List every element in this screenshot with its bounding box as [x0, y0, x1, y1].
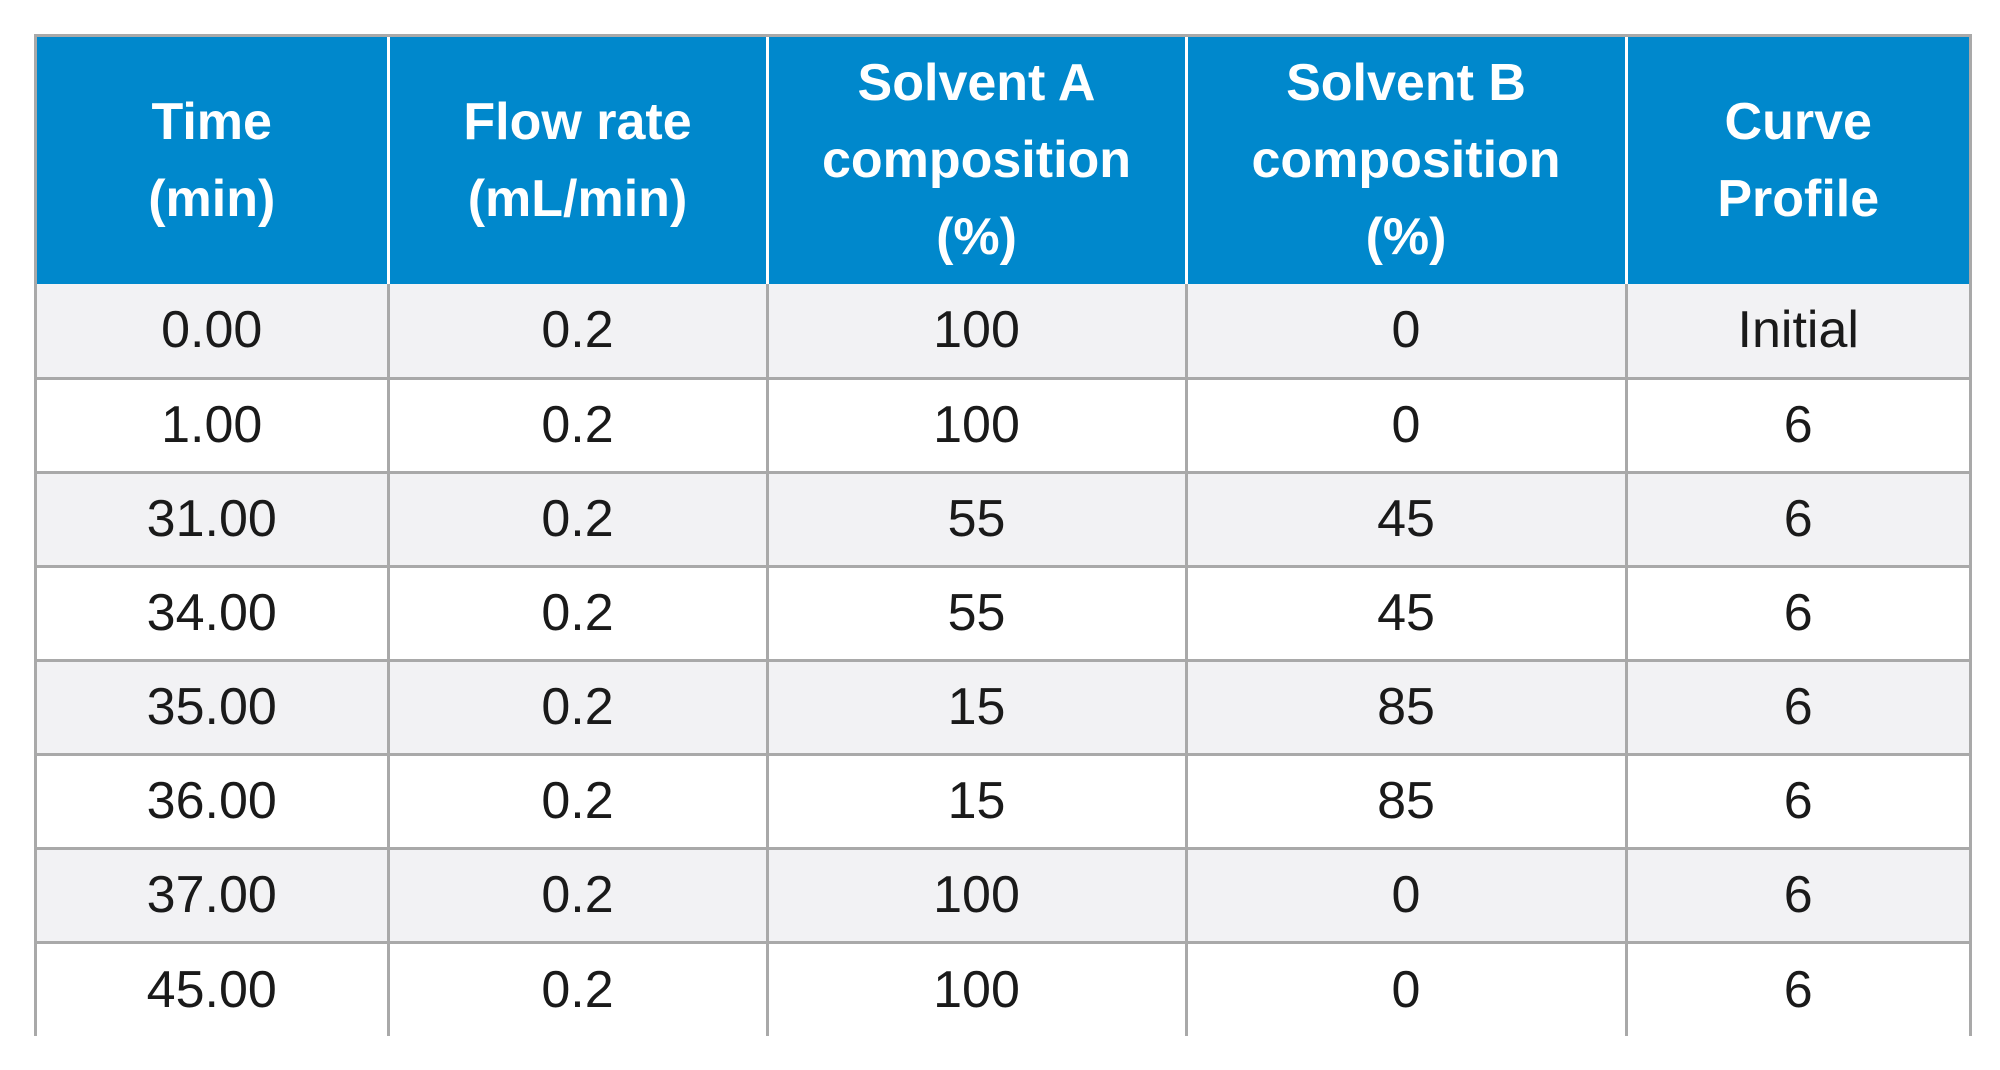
cell-solvent-a: 100 [765, 376, 1186, 472]
cell-flow-rate: 0.2 [386, 564, 767, 660]
table-header: Time (min) Flow rate (mL/min) Solvent A … [37, 37, 1969, 284]
table-row: 37.00 0.2 100 0 6 [37, 846, 1969, 942]
header-solvent-a-line-2: composition [821, 131, 1132, 189]
cell-time: 37.00 [37, 846, 388, 942]
cell-solvent-b: 0 [1184, 940, 1626, 1036]
cell-time: 31.00 [37, 470, 388, 566]
cell-time: 35.00 [37, 658, 388, 754]
cell-flow-rate: 0.2 [386, 284, 767, 378]
cell-solvent-b: 85 [1184, 752, 1626, 848]
header-solvent-b-line-3: (%) [1365, 208, 1447, 266]
cell-flow-rate: 0.2 [386, 376, 767, 472]
cell-solvent-a: 100 [765, 940, 1186, 1036]
header-flow-rate-line-1: Flow rate [463, 92, 692, 151]
header-flow-rate: Flow rate (mL/min) [386, 37, 767, 284]
header-time: Time (min) [37, 37, 388, 284]
cell-curve-profile: Initial [1624, 284, 1969, 378]
table-row: 45.00 0.2 100 0 6 [37, 940, 1969, 1036]
header-solvent-b-line-1: Solvent B [1286, 54, 1526, 112]
table-row: 31.00 0.2 55 45 6 [37, 470, 1969, 566]
cell-solvent-a: 15 [765, 752, 1186, 848]
header-curve-profile: Curve Profile [1624, 37, 1969, 284]
cell-curve-profile: 6 [1624, 658, 1969, 754]
cell-flow-rate: 0.2 [386, 846, 767, 942]
table-row: 35.00 0.2 15 85 6 [37, 658, 1969, 754]
cell-curve-profile: 6 [1624, 564, 1969, 660]
cell-flow-rate: 0.2 [386, 940, 767, 1036]
header-row: Time (min) Flow rate (mL/min) Solvent A … [37, 37, 1969, 284]
cell-solvent-b: 45 [1184, 564, 1626, 660]
header-time-line-2: (min) [148, 169, 276, 228]
header-solvent-a-line-1: Solvent A [857, 54, 1096, 112]
header-solvent-a: Solvent A composition (%) [765, 37, 1186, 284]
header-solvent-b: Solvent B composition (%) [1184, 37, 1626, 284]
header-curve-profile-line-2: Profile [1717, 169, 1880, 228]
cell-flow-rate: 0.2 [386, 470, 767, 566]
cell-solvent-a: 55 [765, 564, 1186, 660]
header-solvent-a-line-3: (%) [936, 208, 1017, 266]
gradient-table: Time (min) Flow rate (mL/min) Solvent A … [37, 37, 1969, 1036]
table-body: 0.00 0.2 100 0 Initial 1.00 0.2 100 0 6 … [37, 284, 1969, 1036]
cell-curve-profile: 6 [1624, 846, 1969, 942]
header-solvent-b-line-2: composition [1251, 131, 1561, 189]
table-row: 1.00 0.2 100 0 6 [37, 376, 1969, 472]
cell-time: 36.00 [37, 752, 388, 848]
cell-solvent-a: 55 [765, 470, 1186, 566]
cell-solvent-b: 0 [1184, 846, 1626, 942]
header-curve-profile-line-1: Curve [1724, 92, 1872, 151]
cell-solvent-b: 85 [1184, 658, 1626, 754]
cell-solvent-b: 0 [1184, 376, 1626, 472]
cell-flow-rate: 0.2 [386, 752, 767, 848]
cell-curve-profile: 6 [1624, 376, 1969, 472]
cell-solvent-a: 100 [765, 846, 1186, 942]
cell-curve-profile: 6 [1624, 470, 1969, 566]
cell-curve-profile: 6 [1624, 940, 1969, 1036]
cell-solvent-a: 15 [765, 658, 1186, 754]
cell-time: 0.00 [37, 284, 388, 378]
cell-time: 34.00 [37, 564, 388, 660]
gradient-table-frame: Time (min) Flow rate (mL/min) Solvent A … [34, 34, 1972, 1036]
table-row: 36.00 0.2 15 85 6 [37, 752, 1969, 848]
table-row: 34.00 0.2 55 45 6 [37, 564, 1969, 660]
cell-time: 45.00 [37, 940, 388, 1036]
header-flow-rate-line-2: (mL/min) [467, 169, 688, 228]
table-row: 0.00 0.2 100 0 Initial [37, 284, 1969, 378]
cell-time: 1.00 [37, 376, 388, 472]
cell-solvent-b: 45 [1184, 470, 1626, 566]
cell-curve-profile: 6 [1624, 752, 1969, 848]
header-time-line-1: Time [151, 92, 272, 151]
cell-flow-rate: 0.2 [386, 658, 767, 754]
cell-solvent-b: 0 [1184, 284, 1626, 378]
cell-solvent-a: 100 [765, 284, 1186, 378]
